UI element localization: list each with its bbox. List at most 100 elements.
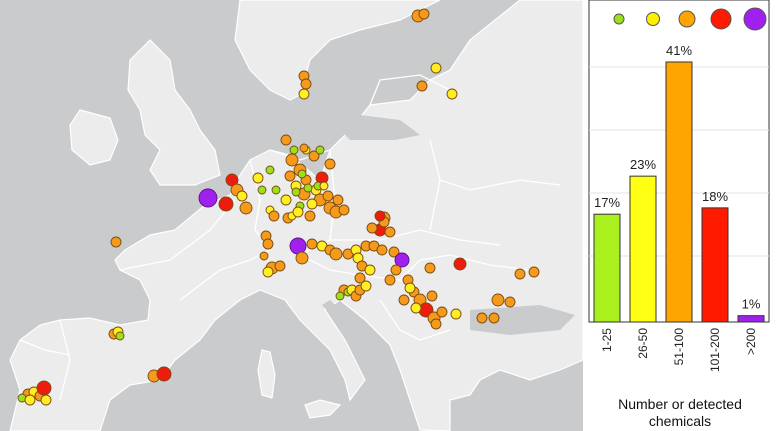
tick-label: >200 [744,328,758,355]
site-marker-orange[interactable] [504,296,516,308]
site-marker-red[interactable] [156,366,172,382]
chart-bars [593,61,765,323]
island-sardinia [257,349,276,399]
site-marker-orange[interactable] [306,238,318,250]
bar-label: 18% [702,189,728,204]
site-marker-orange[interactable] [284,170,296,182]
bar-1-25 [593,213,621,323]
site-marker-yellow[interactable] [360,280,372,292]
site-marker-yellow[interactable] [40,394,52,406]
site-marker-yellow[interactable] [410,302,422,314]
site-marker-yellow[interactable] [306,198,318,210]
site-marker-purple[interactable] [198,188,218,208]
site-marker-yellow[interactable] [252,172,264,184]
site-marker-orange[interactable] [329,247,343,261]
bar-label: 23% [630,157,656,172]
site-marker-orange[interactable] [430,318,442,330]
site-marker-yellow[interactable] [319,181,329,191]
site-marker-orange[interactable] [388,246,400,258]
site-marker-purple[interactable] [289,237,307,255]
legend-dot [710,8,732,30]
site-marker-yellow[interactable] [236,190,248,202]
site-marker-orange[interactable] [299,143,309,153]
site-marker-yellow[interactable] [430,62,442,74]
site-marker-orange[interactable] [308,150,320,162]
site-marker-red[interactable] [453,257,467,271]
site-marker-orange[interactable] [390,264,402,276]
bar-chart: 17% 23% 41% 18% 1% 1-25 26-50 51-100 101-200 >20… [588,0,770,372]
site-marker-green[interactable] [115,331,125,341]
site-marker-red[interactable] [36,380,52,396]
site-marker-orange[interactable] [262,238,274,250]
legend-dot [646,12,660,26]
site-marker-orange[interactable] [424,262,436,274]
site-marker-red[interactable] [218,196,234,212]
legend-panel: 17% 23% 41% 18% 1% 1-25 26-50 51-100 101-200 >20… [583,0,777,431]
site-marker-orange[interactable] [285,153,299,167]
site-marker-orange[interactable] [384,274,396,286]
island-sicily [304,399,342,419]
europe-map[interactable] [0,0,583,431]
site-marker-orange[interactable] [268,210,280,222]
site-marker-orange[interactable] [259,251,269,261]
site-marker-green[interactable] [303,183,313,193]
x-axis-title-line2: chemicals [648,413,712,429]
site-marker-green[interactable] [291,187,301,197]
site-marker-yellow[interactable] [262,266,274,278]
adriatic-sea [322,300,385,372]
site-marker-yellow[interactable] [292,206,304,218]
site-marker-orange[interactable] [338,204,350,216]
bar-101-200 [701,207,729,323]
site-marker-yellow[interactable] [298,88,310,100]
bar-label: 41% [666,43,692,58]
site-marker-orange[interactable] [332,194,344,206]
site-marker-orange[interactable] [110,236,122,248]
site-marker-orange[interactable] [280,134,292,146]
site-marker-orange[interactable] [239,201,253,215]
site-marker-orange[interactable] [354,272,366,284]
sampling-sites [17,8,540,406]
site-marker-yellow[interactable] [280,194,292,206]
site-marker-orange[interactable] [436,306,448,318]
site-marker-yellow[interactable] [24,394,36,406]
site-marker-orange[interactable] [376,244,388,256]
site-marker-green[interactable] [315,145,325,155]
site-marker-orange[interactable] [514,268,526,280]
site-marker-green[interactable] [257,185,267,195]
tick-label: 101-200 [708,328,722,372]
site-marker-orange[interactable] [324,158,336,170]
site-marker-green[interactable] [289,145,299,155]
site-marker-yellow[interactable] [364,264,376,276]
site-marker-green[interactable] [265,165,275,175]
site-marker-yellow[interactable] [450,308,462,320]
site-marker-orange[interactable] [528,266,540,278]
site-marker-orange[interactable] [322,190,334,202]
legend-dot [613,13,625,25]
ireland-shape [69,109,119,166]
site-marker-yellow[interactable] [404,282,416,294]
site-marker-green[interactable] [297,169,307,179]
site-marker-orange[interactable] [418,8,430,20]
site-marker-orange[interactable] [416,80,428,92]
site-marker-red[interactable] [374,210,386,222]
site-marker-orange[interactable] [398,294,410,306]
site-marker-orange[interactable] [491,293,505,307]
bar-label: 1% [742,297,761,312]
site-marker-orange[interactable] [366,222,378,234]
site-marker-orange[interactable] [384,226,396,238]
site-marker-orange[interactable] [300,78,312,90]
category-tick-labels: 1-25 26-50 51-100 101-200 >200 [600,328,758,372]
site-marker-orange[interactable] [426,290,438,302]
legend-dot [743,7,767,31]
site-marker-green[interactable] [271,185,281,195]
site-marker-purple[interactable] [394,252,410,268]
britain-shape [127,39,221,186]
site-marker-yellow[interactable] [446,88,458,100]
site-marker-orange[interactable] [476,312,488,324]
site-marker-orange[interactable] [274,260,286,272]
bar-26-50 [629,175,657,323]
site-marker-green[interactable] [335,291,345,301]
site-marker-orange[interactable] [304,210,316,222]
site-marker-orange[interactable] [488,312,500,324]
site-marker-orange[interactable] [295,251,309,265]
